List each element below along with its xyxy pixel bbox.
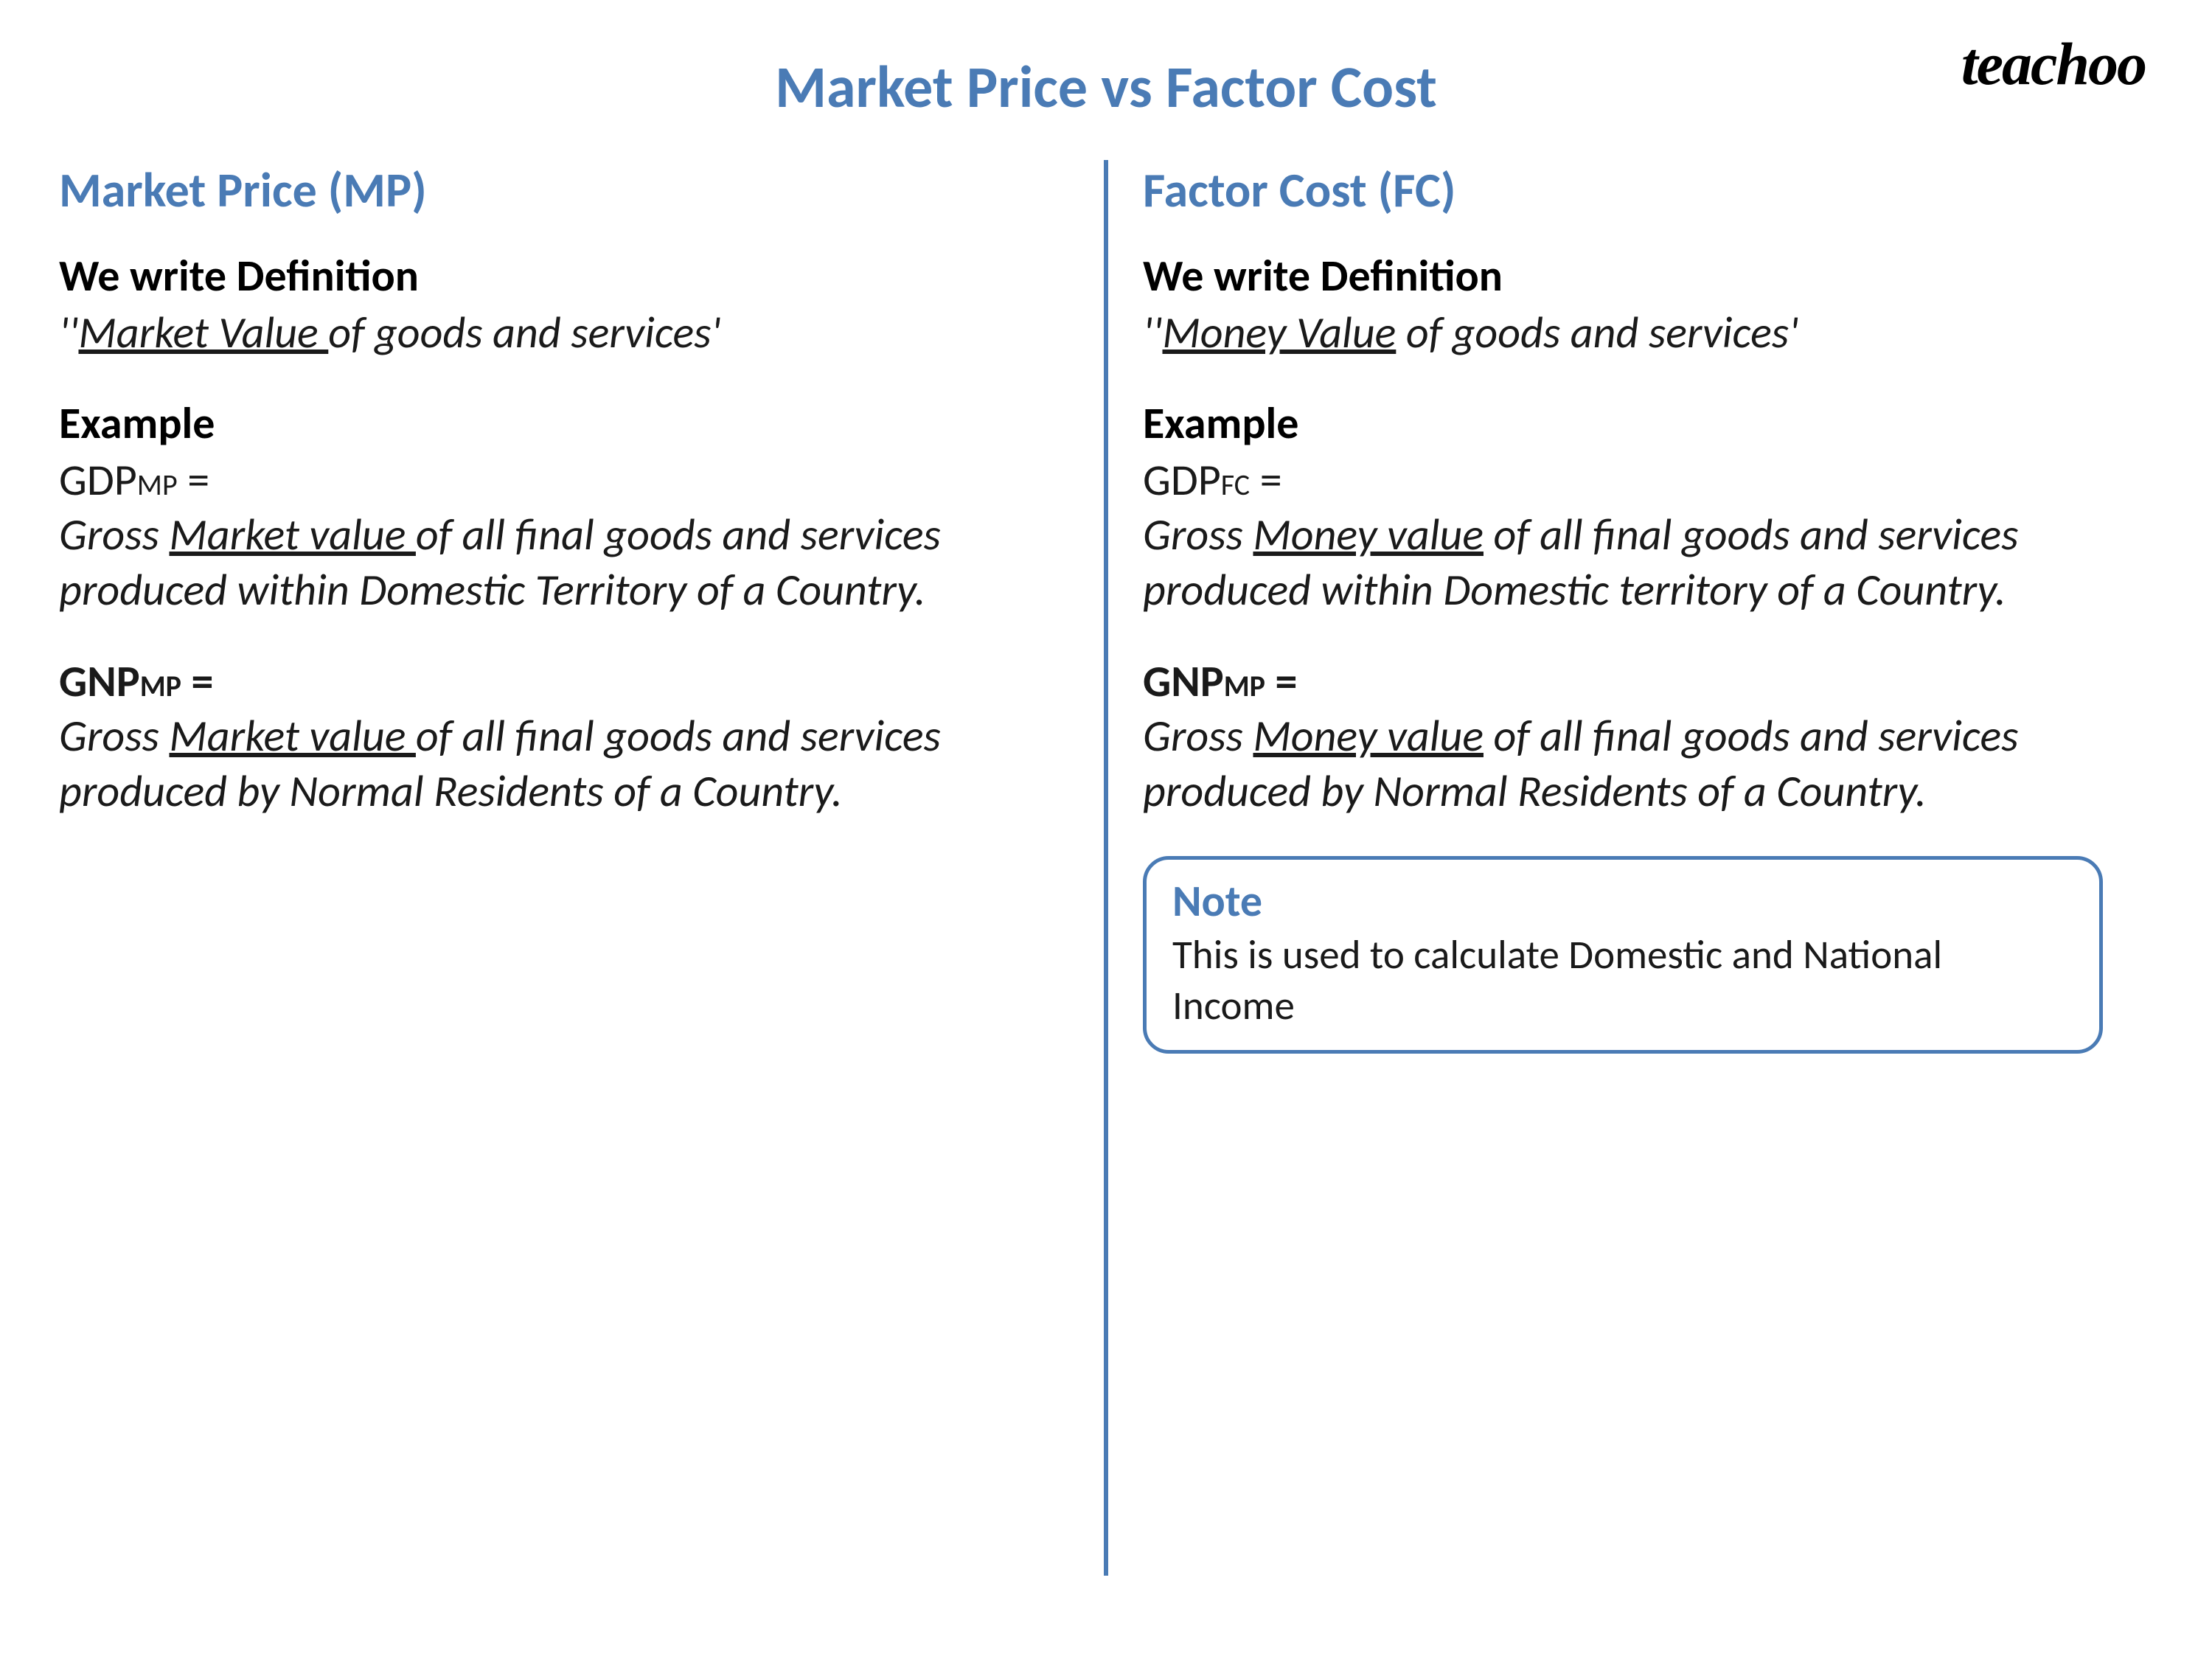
fc-gnp-body-pre: Gross	[1143, 709, 1253, 763]
comparison-columns: Market Price (MP) We write Definition ''…	[59, 160, 2153, 1054]
mp-gdp-prefix: GDP	[59, 453, 137, 507]
fc-gdp-body-underlined: Money value	[1253, 508, 1483, 562]
mp-example-label: Example	[59, 397, 1077, 451]
page-title: Market Price vs Factor Cost	[59, 52, 2153, 123]
mp-definition-label: We write Definition	[59, 249, 1077, 303]
mp-gdp-formula-label: GDPMP =	[59, 453, 1077, 507]
fc-gnp-formula-label: GNPMP =	[1143, 655, 2153, 709]
fc-definition-text: ''Money Value of goods and services'	[1143, 306, 2153, 360]
market-price-column: Market Price (MP) We write Definition ''…	[59, 160, 1106, 1054]
fc-def-rest: of goods and services'	[1396, 306, 1798, 360]
fc-gnp-sub: MP	[1224, 668, 1265, 704]
mp-def-prefix: ''	[59, 306, 78, 360]
fc-gdp-prefix: GDP	[1143, 453, 1221, 507]
fc-def-underlined: Money Value	[1162, 306, 1396, 360]
mp-heading: Market Price (MP)	[59, 160, 1077, 220]
mp-gdp-body-pre: Gross	[59, 508, 169, 562]
fc-def-prefix: ''	[1143, 306, 1162, 360]
fc-gdp-equals: =	[1250, 453, 1281, 507]
brand-logo: teachoo	[1961, 29, 2146, 99]
mp-gnp-body-pre: Gross	[59, 709, 169, 763]
mp-definition-text: ''Market Value of goods and services'	[59, 306, 1077, 360]
mp-gnp-prefix: GNP	[59, 655, 140, 709]
mp-gnp-formula-label: GNPMP =	[59, 655, 1077, 709]
fc-gdp-body: Gross Money value of all final goods and…	[1143, 507, 2153, 618]
mp-gnp-equals: =	[181, 655, 213, 709]
note-box: Note This is used to calculate Domestic …	[1143, 856, 2103, 1054]
vertical-divider	[1104, 160, 1108, 1576]
fc-gnp-body-underlined: Money value	[1253, 709, 1483, 763]
fc-example-label: Example	[1143, 397, 2153, 451]
mp-gdp-body: Gross Market value of all final goods an…	[59, 507, 1077, 618]
fc-gdp-sub: FC	[1221, 467, 1250, 503]
fc-heading: Factor Cost (FC)	[1143, 160, 2153, 220]
factor-cost-column: Factor Cost (FC) We write Definition ''M…	[1106, 160, 2153, 1054]
fc-gnp-body: Gross Money value of all final goods and…	[1143, 709, 2153, 819]
mp-gdp-sub: MP	[137, 467, 178, 503]
fc-gnp-prefix: GNP	[1143, 655, 1224, 709]
mp-def-underlined: Market Value	[78, 306, 328, 360]
mp-gdp-body-underlined: Market value	[169, 508, 415, 562]
note-body: This is used to calculate Domestic and N…	[1172, 930, 2073, 1032]
mp-gnp-body-underlined: Market value	[169, 709, 415, 763]
fc-gdp-body-pre: Gross	[1143, 508, 1253, 562]
fc-gdp-formula-label: GDPFC =	[1143, 453, 2153, 507]
mp-gnp-sub: MP	[140, 668, 181, 704]
fc-gnp-equals: =	[1265, 655, 1297, 709]
mp-gdp-equals: =	[178, 453, 209, 507]
fc-definition-label: We write Definition	[1143, 249, 2153, 303]
mp-def-rest: of goods and services'	[328, 306, 720, 360]
mp-gnp-body: Gross Market value of all final goods an…	[59, 709, 1077, 819]
note-title: Note	[1172, 874, 2073, 928]
